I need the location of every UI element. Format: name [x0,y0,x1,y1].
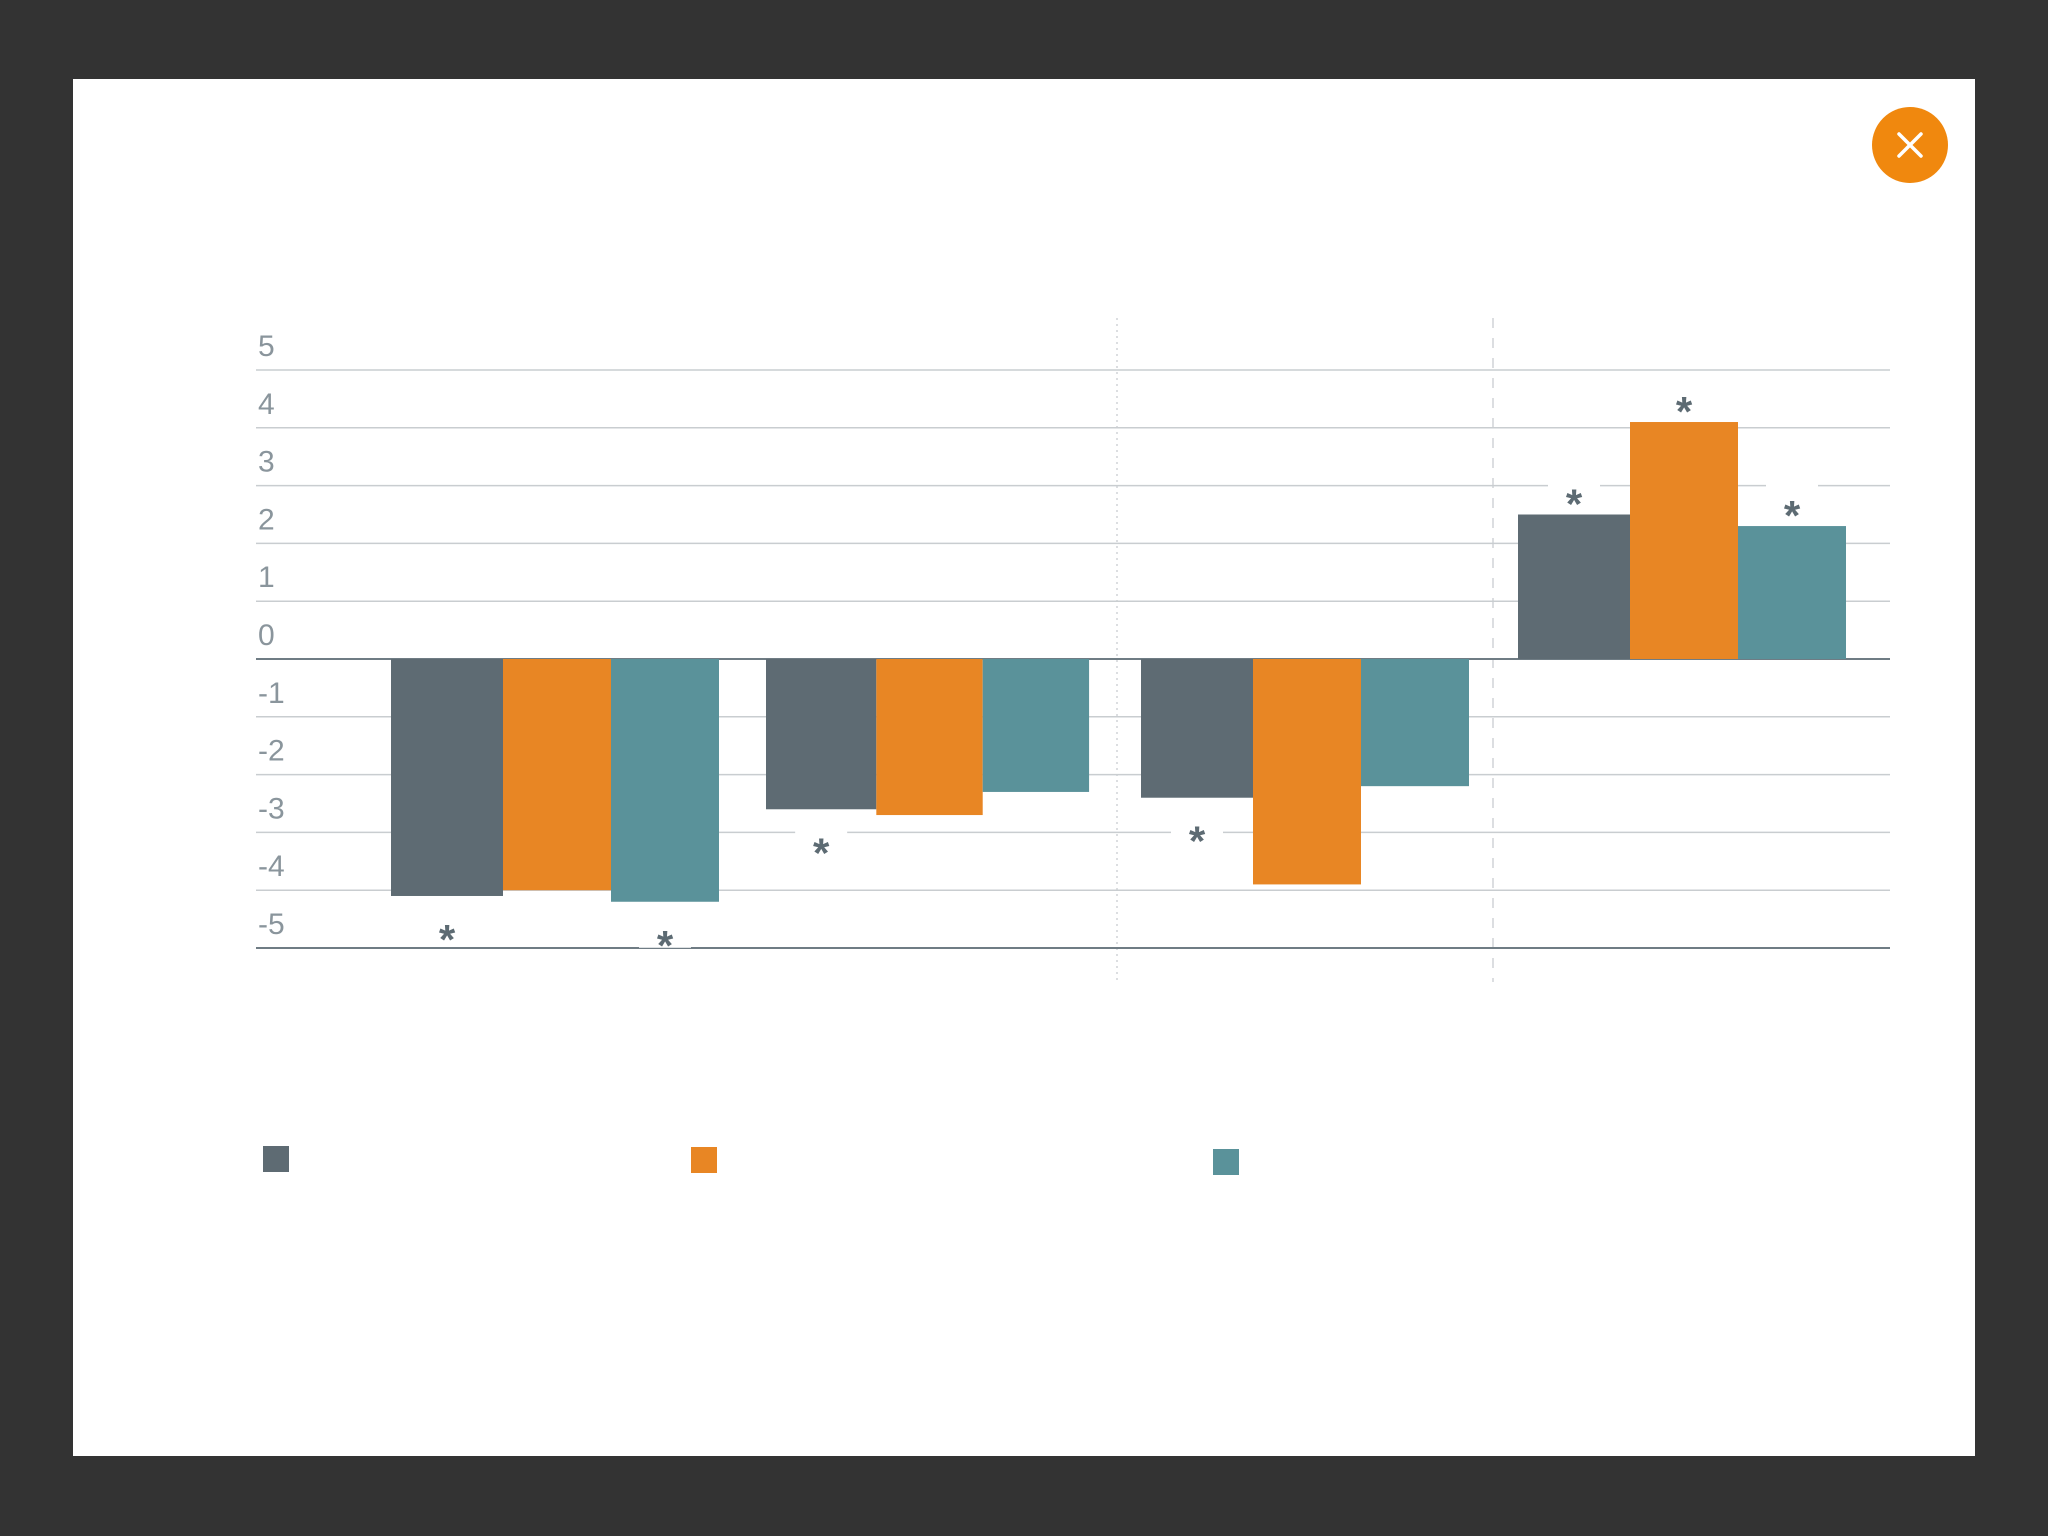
legend-swatch [263,1146,289,1172]
legend-swatch [691,1147,717,1173]
close-button[interactable] [1872,107,1948,183]
close-icon [1872,107,1948,183]
chart-modal [73,79,1975,1456]
legend-swatch [1213,1149,1239,1175]
